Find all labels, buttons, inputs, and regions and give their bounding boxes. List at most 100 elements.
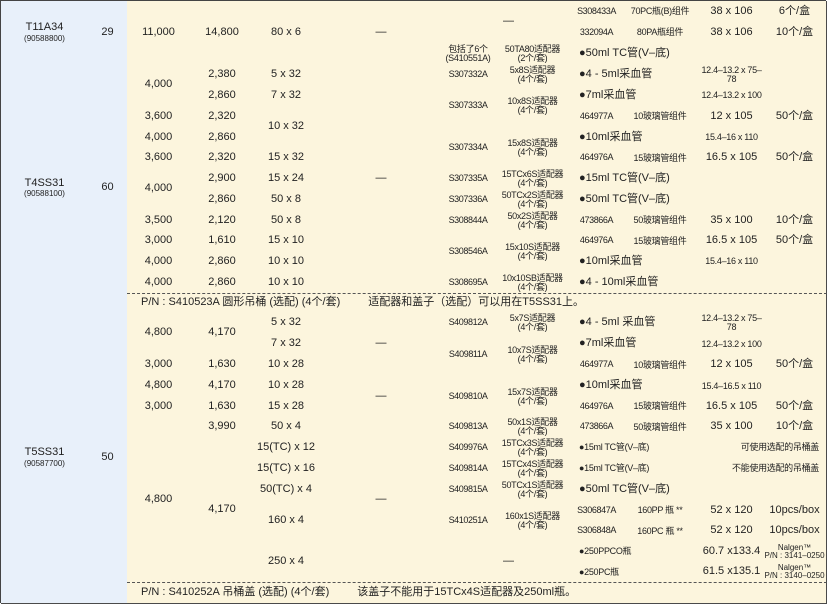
tube-cell: ●250PC瓶: [573, 562, 701, 583]
rcf-cell: 2,380: [190, 64, 255, 86]
pack-cell: 50个/盒: [763, 396, 827, 418]
speed-cell: 4,000: [127, 168, 191, 211]
rotor-places-cell: 60: [88, 64, 128, 313]
adapter-pn-cell: S409812A: [444, 312, 493, 335]
capacity-cell: 5 x 32: [254, 64, 319, 86]
tube-size-cell: 16.5 x 105: [700, 148, 764, 169]
tube-size-cell: 38 x 106: [700, 22, 764, 44]
rotor-name: T11A34: [25, 21, 64, 34]
tube-size-cell: 15.4–16.5 x 110: [700, 376, 764, 397]
tube-name-cell: 10玻璃管组件: [620, 354, 701, 377]
tube-size-cell: 12 x 105: [700, 106, 764, 128]
tube-size-cell: 60.7 x133.4: [700, 541, 764, 563]
adapter-name-cell: 15x8S适配器 (4个/套): [492, 127, 574, 169]
capacity-cell: 10 x 10: [254, 272, 319, 294]
capacity-cell: 15(TC) x 16: [254, 458, 319, 480]
pack-cell: 10pcs/box: [763, 521, 827, 542]
bucket-cell: —: [318, 417, 445, 583]
rotor-catalog-number: (90587700): [24, 458, 65, 468]
adapter-name-cell: 160x1S适配器 (4个/套): [492, 500, 574, 542]
capacity-cell: 50 x 4: [254, 417, 319, 438]
adapter-pn-cell: 包括了6个 (S410551A): [444, 43, 493, 65]
pack-cell: [763, 376, 827, 397]
pack-cell: 6个/盒: [763, 1, 827, 23]
rotor-name: T5SS31: [24, 446, 65, 459]
adapter-pn-cell: S409813A: [444, 417, 493, 438]
rotor-model-cell: T11A34 (90588800): [1, 1, 89, 65]
tube-cell: 473866A: [573, 210, 621, 232]
tube-cell: ●50ml TC管(V–底): [573, 43, 827, 65]
speed-cell: 4,800: [127, 417, 191, 583]
tube-cell: ●7ml采血管: [573, 334, 701, 355]
rcf-cell: 1,630: [190, 396, 255, 418]
bucket-cell: —: [318, 1, 445, 65]
adapter-name-cell: 50x2S适配器 (4个/套): [492, 210, 574, 232]
adapter-pn-cell: S307333A: [444, 85, 493, 128]
tube-cell: 464976A: [573, 396, 621, 418]
adapter-pn-cell: S308844A: [444, 210, 493, 232]
tube-name-cell: 70PC瓶(B)组件: [620, 1, 701, 23]
capacity-cell: 10 x 32: [254, 106, 319, 149]
tube-name-cell: 160PP 瓶 **: [620, 500, 701, 522]
capacity-cell: 250 x 4: [254, 541, 319, 583]
tube-size-cell: 不能使用选配的吊桶盖: [731, 463, 819, 474]
tube-size-cell: 15.4–16 x 110: [700, 251, 764, 273]
tube-cell: S306848A: [573, 521, 621, 542]
tube-cell: 464976A: [573, 148, 621, 169]
adapter-name-cell: 15x10S适配器 (4个/套): [492, 231, 574, 273]
adapter-pn-cell: S307334A: [444, 127, 493, 169]
pack-cell: 10个/盒: [763, 210, 827, 232]
adapter-pn-cell: S308546A: [444, 231, 493, 273]
tube-cell: ●10ml采血管: [573, 127, 701, 149]
adapter-pn-cell: S307336A: [444, 189, 493, 211]
rotor-catalog-number: (90588100): [24, 189, 65, 199]
adapter-pn-cell: S409976A: [444, 437, 493, 459]
pack-cell: [763, 312, 827, 335]
pack-cell: 50个/盒: [763, 354, 827, 377]
tube-size-cell: 16.5 x 105: [700, 231, 764, 252]
speed-cell: 4,000: [127, 251, 191, 273]
capacity-cell: 10 x 10: [254, 251, 319, 273]
adapter-name-cell: 15x7S适配器 (4个/套): [492, 376, 574, 418]
speed-cell: 3,600: [127, 148, 191, 169]
tube-cell: ●10ml采血管: [573, 376, 701, 397]
speed-cell: 3,000: [127, 396, 191, 418]
tube-size-cell: 52 x 120: [700, 521, 764, 542]
adapter-pn-cell: S308695A: [444, 272, 493, 294]
rcf-cell: 1,610: [190, 231, 255, 252]
adapter-pn-cell: S410251A: [444, 500, 493, 542]
pack-cell: [763, 251, 827, 273]
adapter-name-cell: 5x7S适配器 (4个/套): [492, 312, 574, 335]
pack-cell: 50个/盒: [763, 106, 827, 128]
rotor-name: T4SS31: [24, 176, 65, 189]
tube-size-cell: 12.4–13.2 x 75–78: [700, 312, 764, 335]
tube-cell: 464976A: [573, 231, 621, 252]
rotor-places-cell: 29: [88, 1, 128, 65]
rcf-cell: 2,120: [190, 210, 255, 232]
tube-size-cell: 12.4–13.2 x 100: [700, 334, 764, 355]
capacity-cell: 10 x 28: [254, 354, 319, 377]
adapter-name-cell: 5x8S适配器 (4个/套): [492, 64, 574, 86]
rotor-note: P/N : S410252A 吊桶盖 (选配) (4个/套) 该盖子不能用于15T…: [127, 582, 827, 604]
capacity-cell: 15 x 24: [254, 168, 319, 190]
pack-cell: 50个/盒: [763, 231, 827, 252]
adapter-name-cell: 50x1S适配器 (4个/套): [492, 417, 574, 438]
capacity-cell: 10 x 28: [254, 376, 319, 397]
rotor-note: P/N : S410523A 圆形吊桶 (选配) (4个/套) 适配器和盖子（选配…: [127, 293, 827, 313]
speed-cell: 4,000: [127, 64, 191, 107]
capacity-cell: 50 x 8: [254, 189, 319, 211]
adapter-pn-cell: —: [444, 541, 574, 583]
tube-size-cell: 可使用选配的吊桶盖: [740, 442, 820, 453]
capacity-cell: 7 x 32: [254, 334, 319, 355]
tube-cell: 332094A: [573, 22, 621, 44]
adapter-pn-cell: S409811A: [444, 334, 493, 377]
bucket-cell: —: [318, 312, 445, 377]
note-text: 该盖子不能用于15TCx4S适配器及250ml瓶。: [357, 586, 577, 599]
rcf-cell: 2,860: [190, 251, 255, 273]
capacity-cell: 5 x 32: [254, 312, 319, 335]
tube-cell: ●4 - 5ml采血管: [573, 64, 701, 86]
bucket-cell: —: [318, 64, 445, 294]
rotor-catalog-number: (90588800): [24, 33, 65, 43]
adapter-pn-cell: S307332A: [444, 64, 493, 86]
